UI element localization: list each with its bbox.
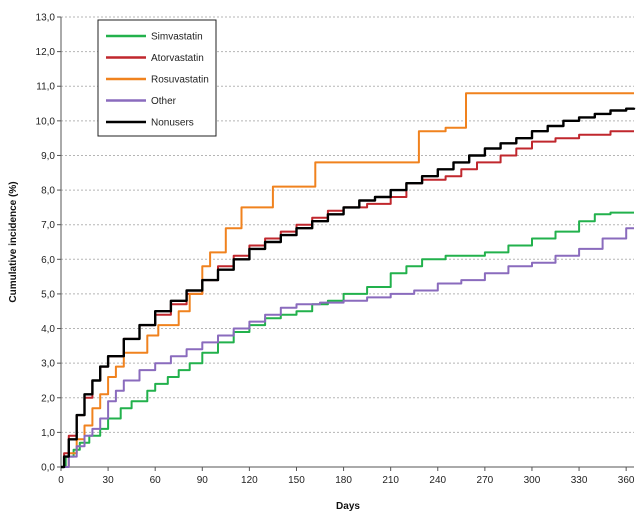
series-line-nonusers	[61, 107, 636, 469]
y-tick-label-3: 3,0	[41, 359, 55, 370]
x-tick-label-0: 0	[58, 475, 64, 486]
y-tick-label-6: 6,0	[41, 255, 55, 266]
y-tick-label-10: 10,0	[36, 116, 56, 127]
y-tick-label-4: 4,0	[41, 324, 55, 335]
legend-label-simvastatin: Simvastatin	[151, 32, 203, 43]
x-tick-label-11: 330	[571, 475, 588, 486]
grid-lines	[61, 16, 634, 433]
x-tick-label-5: 150	[288, 475, 305, 486]
series-line-atorvastatin	[61, 130, 634, 468]
x-tick-label-8: 240	[429, 475, 446, 486]
legend-label-atorvastatin: Atorvastatin	[151, 53, 204, 64]
x-tick-labels: 0 30 60 90 120 150 180 210 240 270 300 330 360	[58, 475, 635, 486]
y-tick-label-13: 13,0	[36, 13, 56, 24]
y-tick-label-0: 0,0	[41, 463, 55, 474]
y-tick-label-8: 8,0	[41, 186, 55, 197]
legend-label-nonusers: Nonusers	[151, 118, 194, 129]
x-tick-label-2: 60	[150, 475, 162, 486]
x-tick-label-7: 210	[382, 475, 399, 486]
y-tick-label-11: 11,0	[36, 82, 55, 93]
y-tick-label-12: 12,0	[36, 47, 56, 58]
legend-label-rosuvastatin: Rosuvastatin	[151, 75, 209, 86]
series-lines	[61, 92, 636, 469]
y-tick-label-1: 1,0	[41, 428, 55, 439]
axes	[57, 16, 634, 471]
series-line-other	[61, 227, 634, 468]
x-tick-label-12: 360	[618, 475, 635, 486]
y-tick-label-7: 7,0	[41, 220, 55, 231]
y-tick-label-5: 5,0	[41, 289, 55, 300]
x-tick-label-10: 300	[524, 475, 541, 486]
x-axis-title: Days	[336, 501, 360, 512]
x-tick-label-6: 180	[335, 475, 352, 486]
y-tick-labels: 0,0 1,0 2,0 3,0 4,0 5,0 6,0 7,0 8,0 9,0 10,0 11,0 12…	[36, 13, 56, 474]
legend-label-other: Other	[151, 96, 177, 107]
series-line-rosuvastatin	[61, 92, 634, 468]
legend: Simvastatin Atorvastatin Rosuvastatin Other…	[97, 19, 217, 137]
x-tick-label-4: 120	[241, 475, 258, 486]
y-tick-label-9: 9,0	[41, 151, 55, 162]
x-tick-label-9: 270	[477, 475, 494, 486]
x-tick-label-1: 30	[103, 475, 115, 486]
x-tick-label-3: 90	[197, 475, 209, 486]
y-tick-label-2: 2,0	[41, 393, 55, 404]
y-axis-title: Cumulative incidence (%)	[8, 181, 19, 302]
